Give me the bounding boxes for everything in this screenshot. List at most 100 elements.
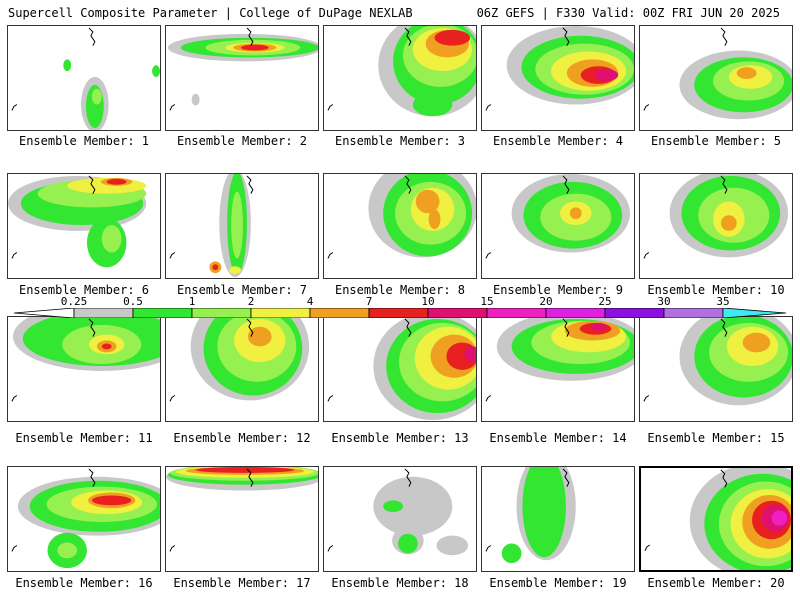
coastline-outline bbox=[404, 468, 412, 487]
scp-contour-shading bbox=[91, 88, 102, 105]
coastline-outline bbox=[11, 252, 18, 259]
colorbar-tick-label: 20 bbox=[539, 295, 553, 308]
ensemble-map-panel bbox=[481, 466, 635, 572]
colorbar-segment bbox=[132, 308, 193, 318]
scp-contour-shading bbox=[229, 266, 242, 275]
scp-contour-shading bbox=[191, 93, 200, 106]
colorbar-segment bbox=[663, 308, 724, 318]
coastline-outline bbox=[327, 252, 334, 259]
scp-contour-shading bbox=[247, 326, 272, 347]
coastline-outline bbox=[169, 545, 176, 552]
scp-contour-shading bbox=[91, 495, 132, 506]
ensemble-member-label: Ensemble Member: 11 bbox=[15, 431, 153, 445]
ensemble-member-label: Ensemble Member: 13 bbox=[331, 431, 469, 445]
coastline-outline bbox=[88, 468, 96, 487]
scp-contour-shading bbox=[383, 500, 403, 513]
ensemble-map-panel bbox=[481, 25, 635, 131]
colorbar-tick-label: 35 bbox=[716, 295, 730, 308]
scp-contour-shading bbox=[101, 225, 122, 253]
colorbar-tick-label: 2 bbox=[247, 295, 255, 308]
ensemble-member-label: Ensemble Member: 12 bbox=[173, 431, 311, 445]
scp-contour-shading bbox=[415, 189, 440, 214]
coastline-outline bbox=[246, 175, 254, 194]
coastline-outline bbox=[11, 395, 18, 402]
ensemble-member-label: Ensemble Member: 3 bbox=[334, 134, 466, 148]
coastline-outline bbox=[404, 318, 412, 337]
ensemble-member-label: Ensemble Member: 17 bbox=[173, 576, 311, 590]
scp-contour-shading bbox=[241, 44, 269, 51]
coastline-outline bbox=[404, 175, 412, 194]
colorbar-min-arrow bbox=[14, 308, 75, 318]
ensemble-map-panel bbox=[639, 173, 793, 279]
ensemble-map-panel bbox=[7, 316, 161, 422]
coastline-outline bbox=[485, 104, 492, 111]
colorbar-segment bbox=[73, 308, 134, 318]
coastline-outline bbox=[485, 545, 492, 552]
colorbar-tick-label: 25 bbox=[598, 295, 612, 308]
ensemble-map-panel bbox=[7, 466, 161, 572]
ensemble-member-label: Ensemble Member: 9 bbox=[492, 283, 624, 297]
coastline-outline bbox=[169, 104, 176, 111]
scp-contour-shading bbox=[436, 535, 469, 556]
coastline-outline bbox=[720, 318, 728, 337]
ensemble-map-panel bbox=[165, 316, 319, 422]
ensemble-map-panel bbox=[639, 25, 793, 131]
ensemble-member-label: Ensemble Member: 15 bbox=[647, 431, 785, 445]
scp-contour-shading bbox=[412, 92, 453, 117]
ensemble-map-panel bbox=[7, 173, 161, 279]
ensemble-member-label: Ensemble Member: 8 bbox=[334, 283, 466, 297]
ensemble-member-label: Ensemble Member: 10 bbox=[647, 283, 785, 297]
coastline-outline bbox=[246, 27, 254, 46]
coastline-outline bbox=[327, 395, 334, 402]
coastline-outline bbox=[720, 175, 728, 194]
model-run-info: 06Z GEFS | F330 Valid: 00Z FRI JUN 20 20… bbox=[476, 6, 780, 20]
coastline-outline bbox=[11, 545, 18, 552]
coastline-outline bbox=[11, 104, 18, 111]
ensemble-member-label: Ensemble Member: 1 bbox=[18, 134, 150, 148]
ensemble-member-label: Ensemble Member: 14 bbox=[489, 431, 627, 445]
ensemble-map-panel bbox=[323, 173, 477, 279]
scp-contour-shading bbox=[101, 343, 112, 350]
scp-contour-shading bbox=[428, 209, 441, 229]
ensemble-map-panel bbox=[481, 316, 635, 422]
scp-contour-shading bbox=[720, 215, 737, 231]
colorbar-max-arrow bbox=[722, 308, 786, 318]
scp-contour-shading bbox=[373, 476, 453, 536]
scp-contour-shading bbox=[106, 178, 127, 185]
coastline-outline bbox=[644, 544, 651, 551]
ensemble-member-label: Ensemble Member: 6 bbox=[18, 283, 150, 297]
ensemble-member-label: Ensemble Member: 18 bbox=[331, 576, 469, 590]
ensemble-member-label: Ensemble Member: 5 bbox=[650, 134, 782, 148]
colorbar-tick-label: 0.25 bbox=[60, 295, 88, 308]
coastline-outline bbox=[643, 252, 650, 259]
colorbar-tick-label: 4 bbox=[306, 295, 314, 308]
colorbar-tick-label: 0.5 bbox=[123, 295, 143, 308]
coastline-outline bbox=[643, 104, 650, 111]
coastline-outline bbox=[720, 469, 728, 488]
colorbar-segment bbox=[368, 308, 429, 318]
scp-contour-shading bbox=[152, 65, 160, 78]
page-title: Supercell Composite Parameter | College … bbox=[8, 6, 413, 20]
coastline-outline bbox=[88, 175, 96, 194]
coastline-outline bbox=[404, 27, 412, 46]
scp-contour-shading bbox=[736, 67, 757, 79]
colorbar-segment bbox=[309, 308, 370, 318]
ensemble-map-panel bbox=[7, 25, 161, 131]
coastline-outline bbox=[169, 252, 176, 259]
ensemble-map-panel bbox=[165, 25, 319, 131]
ensemble-member-label: Ensemble Member: 7 bbox=[176, 283, 308, 297]
scp-contour-shading bbox=[590, 322, 607, 331]
colorbar-tick-label: 1 bbox=[188, 295, 196, 308]
ensemble-member-label: Ensemble Member: 16 bbox=[15, 576, 153, 590]
coastline-outline bbox=[88, 318, 96, 337]
coastline-outline bbox=[169, 395, 176, 402]
colorbar-segment bbox=[250, 308, 311, 318]
coastline-outline bbox=[720, 27, 728, 46]
coastline-outline bbox=[485, 395, 492, 402]
scp-contour-shading bbox=[398, 533, 418, 554]
coastline-outline bbox=[562, 175, 570, 194]
ensemble-map-panel bbox=[639, 316, 793, 422]
coastline-outline bbox=[327, 104, 334, 111]
scp-contour-shading bbox=[212, 264, 219, 271]
scp-contour-shading bbox=[231, 191, 243, 259]
